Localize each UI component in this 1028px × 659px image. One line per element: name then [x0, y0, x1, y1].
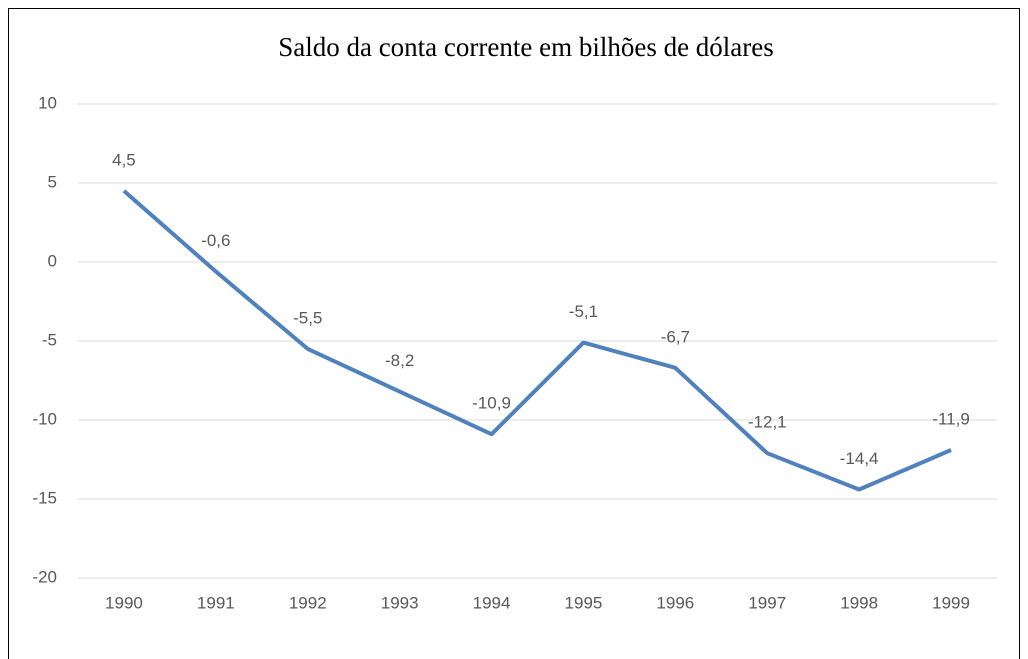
data-label: -0,6 — [201, 231, 230, 250]
y-tick-label: 10 — [38, 93, 57, 112]
x-tick-label: 1991 — [197, 593, 235, 612]
chart-border — [8, 8, 1020, 659]
x-tick-label: 1999 — [932, 593, 970, 612]
y-tick-label: -15 — [32, 488, 57, 507]
data-label: -8,2 — [385, 351, 414, 370]
data-line — [122, 189, 952, 492]
y-tick-label: -20 — [32, 567, 57, 586]
data-label: 4,5 — [112, 150, 136, 169]
x-tick-label: 1994 — [473, 593, 511, 612]
x-tick-label: 1997 — [748, 593, 786, 612]
data-label: -11,9 — [932, 410, 970, 429]
data-label: -10,9 — [472, 394, 511, 413]
data-label: -14,4 — [840, 449, 879, 468]
x-tick-label: 1996 — [656, 593, 694, 612]
y-tick-label: 5 — [48, 172, 57, 191]
x-tick-label: 1995 — [565, 593, 603, 612]
y-tick-label: -10 — [32, 409, 57, 428]
data-label: -5,5 — [293, 308, 322, 327]
y-tick-label: 0 — [48, 251, 57, 270]
data-label: -6,7 — [661, 327, 690, 346]
y-tick-label: -5 — [42, 330, 57, 349]
chart-title: Saldo da conta corrente em bilhões de dó… — [278, 32, 774, 62]
x-tick-label: 1998 — [840, 593, 878, 612]
data-label: -12,1 — [748, 413, 787, 432]
x-tick-label: 1992 — [289, 593, 327, 612]
x-tick-label: 1993 — [381, 593, 419, 612]
x-tick-label: 1990 — [105, 593, 143, 612]
data-label: -5,1 — [569, 302, 598, 321]
